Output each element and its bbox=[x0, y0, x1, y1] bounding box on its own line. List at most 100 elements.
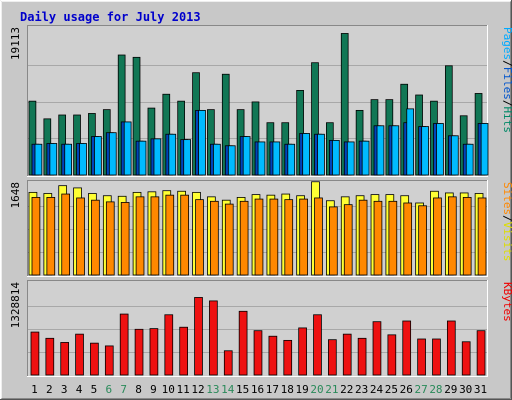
bar-sites-day-31 bbox=[477, 197, 487, 276]
bar-pages-day-9 bbox=[153, 138, 162, 176]
day-label-1: 1 bbox=[31, 383, 38, 396]
day-label-11: 11 bbox=[177, 383, 190, 396]
bar-sites-day-24 bbox=[373, 200, 383, 276]
bar-kbytes-day-7 bbox=[119, 313, 129, 376]
day-label-2: 2 bbox=[46, 383, 53, 396]
bar-pages-day-1 bbox=[34, 143, 43, 176]
bar-sites-day-22 bbox=[343, 204, 353, 276]
bar-pages-day-17 bbox=[272, 141, 281, 176]
bar-pages-day-16 bbox=[257, 141, 266, 176]
bar-sites-day-6 bbox=[105, 201, 115, 276]
bar-pages-day-19 bbox=[302, 133, 310, 176]
bar-pages-day-26 bbox=[406, 108, 415, 176]
bar-pages-day-2 bbox=[49, 143, 58, 176]
panel-legend: KBytes bbox=[501, 282, 512, 322]
legend-entry: / bbox=[501, 215, 512, 222]
day-label-8: 8 bbox=[135, 383, 142, 396]
bar-sites-day-18 bbox=[284, 199, 294, 276]
legend-entry: KBytes bbox=[501, 282, 512, 322]
bar-pages-day-15 bbox=[242, 136, 251, 176]
bar-kbytes-day-1 bbox=[30, 331, 40, 376]
bar-kbytes-day-14 bbox=[223, 350, 233, 376]
series-sites bbox=[31, 193, 487, 276]
bar-sites-day-9 bbox=[150, 196, 160, 276]
bar-kbytes-day-31 bbox=[476, 330, 486, 376]
bar-kbytes-day-27 bbox=[417, 338, 426, 376]
bar-sites-day-5 bbox=[91, 199, 100, 276]
bar-kbytes-day-6 bbox=[104, 345, 114, 376]
bar-kbytes-day-3 bbox=[60, 342, 70, 376]
day-label-29: 29 bbox=[444, 383, 457, 396]
legend-entry: Visits bbox=[501, 222, 512, 262]
bar-pages-day-25 bbox=[391, 125, 400, 176]
bar-sites-day-12 bbox=[195, 199, 204, 276]
day-label-28: 28 bbox=[429, 383, 442, 396]
bar-kbytes-day-8 bbox=[134, 328, 144, 376]
bar-pages-day-28 bbox=[436, 123, 444, 176]
bar-kbytes-day-19 bbox=[298, 327, 307, 376]
bar-pages-day-14 bbox=[227, 145, 236, 176]
day-label-6: 6 bbox=[105, 383, 112, 396]
bar-pages-day-23 bbox=[361, 140, 370, 176]
bar-sites-day-17 bbox=[269, 198, 279, 276]
bar-pages-day-5 bbox=[94, 136, 102, 176]
bar-pages-day-4 bbox=[79, 143, 87, 176]
bar-sites-day-23 bbox=[358, 199, 368, 276]
bar-sites-day-3 bbox=[61, 193, 71, 276]
bar-kbytes-day-15 bbox=[238, 310, 248, 376]
day-label-31: 31 bbox=[474, 383, 487, 396]
day-label-12: 12 bbox=[191, 383, 204, 396]
bar-kbytes-day-28 bbox=[432, 338, 441, 376]
day-label-27: 27 bbox=[414, 383, 427, 396]
bar-sites-day-16 bbox=[254, 198, 264, 276]
series-kbytes bbox=[30, 297, 486, 376]
day-label-7: 7 bbox=[120, 383, 127, 396]
day-labels: 1 2 3 4 5 6 7 8 9 10 11 12 13 14 15 16 17 18 19 20 21 22 23 24 2… bbox=[31, 383, 487, 396]
day-label-13: 13 bbox=[206, 383, 219, 396]
bar-pages-day-3 bbox=[64, 143, 73, 176]
y-axis-max-label: 19113 bbox=[9, 27, 22, 60]
bar-kbytes-day-9 bbox=[149, 328, 159, 376]
bar-sites-day-27 bbox=[418, 205, 427, 276]
bar-kbytes-day-24 bbox=[372, 321, 382, 376]
bar-kbytes-day-22 bbox=[342, 333, 352, 376]
bar-sites-day-10 bbox=[165, 194, 175, 276]
day-label-9: 9 bbox=[150, 383, 157, 396]
panel-kbytes: 1328814 KBytes bbox=[9, 280, 512, 377]
bar-pages-day-31 bbox=[480, 123, 489, 176]
legend-entry: / bbox=[501, 100, 512, 107]
bar-sites-day-20 bbox=[314, 197, 323, 276]
bar-kbytes-day-17 bbox=[268, 335, 278, 376]
chart-title: Daily usage for July 2013 bbox=[20, 10, 201, 24]
legend-entry: Sites bbox=[501, 182, 512, 215]
day-label-26: 26 bbox=[400, 383, 413, 396]
bar-pages-day-7 bbox=[123, 121, 132, 176]
bar-pages-day-10 bbox=[168, 133, 177, 176]
day-label-30: 30 bbox=[459, 383, 472, 396]
day-label-22: 22 bbox=[340, 383, 353, 396]
legend-entry: Files bbox=[501, 67, 512, 100]
panel-visits-sites: 1648 Sites/Visits bbox=[9, 180, 512, 277]
bar-pages-day-27 bbox=[421, 126, 429, 176]
bar-kbytes-day-20 bbox=[313, 314, 322, 376]
bar-sites-day-1 bbox=[31, 196, 41, 276]
bar-pages-day-8 bbox=[138, 140, 147, 176]
bar-pages-day-21 bbox=[332, 139, 340, 176]
chart-panels: 19113Pages/Files/Hits1648Sites/Visits132… bbox=[9, 25, 512, 377]
bar-sites-day-2 bbox=[46, 196, 56, 276]
day-label-15: 15 bbox=[236, 383, 249, 396]
panel-legend: Sites/Visits bbox=[501, 182, 512, 262]
day-label-17: 17 bbox=[266, 383, 279, 396]
day-label-24: 24 bbox=[370, 383, 384, 396]
day-label-5: 5 bbox=[91, 383, 98, 396]
legend-entry: Hits bbox=[501, 107, 512, 134]
series-pages bbox=[34, 108, 489, 176]
bar-sites-day-14 bbox=[224, 203, 234, 276]
bar-pages-day-18 bbox=[287, 143, 296, 176]
bar-kbytes-day-30 bbox=[461, 341, 471, 376]
bar-sites-day-26 bbox=[403, 202, 413, 276]
y-axis-max-label: 1328814 bbox=[9, 282, 22, 329]
bar-kbytes-day-10 bbox=[164, 314, 174, 376]
